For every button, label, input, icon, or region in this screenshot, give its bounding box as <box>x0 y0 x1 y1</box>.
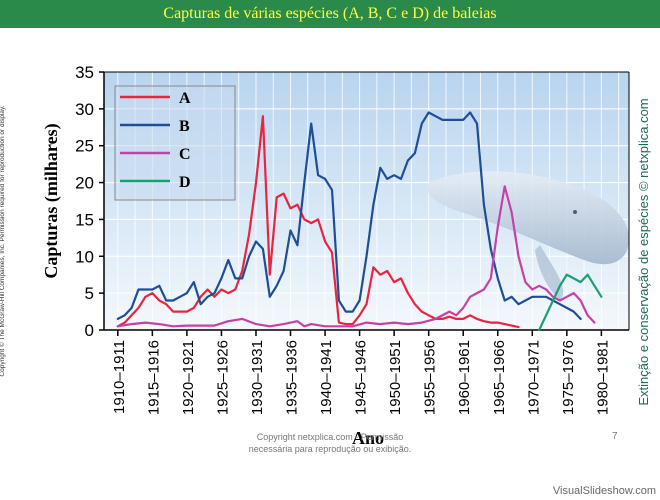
y-tick-label: 30 <box>75 100 94 119</box>
series-line-A <box>116 115 520 329</box>
y-tick-labels: 0 5 10 15 20 25 30 35 <box>75 63 104 340</box>
series-line-C <box>116 185 596 328</box>
x-tick-label: 1945–1946 <box>353 340 370 415</box>
slide-title: Capturas de várias espécies (A, B, C e D… <box>163 5 497 22</box>
legend-label-D: D <box>179 174 191 191</box>
page-number: 7 <box>612 431 618 442</box>
x-tick-label: 1920–1921 <box>180 340 197 415</box>
legend-label-A: A <box>179 90 191 107</box>
y-tick-label: 15 <box>75 210 94 229</box>
series-line-B <box>116 111 582 320</box>
x-tick-label: 1970–1971 <box>525 340 542 415</box>
legend-label-B: B <box>179 118 190 135</box>
x-tick-label: 1915–1916 <box>145 340 162 415</box>
x-tick-label: 1935–1936 <box>284 340 301 415</box>
x-tick-label: 1950–1951 <box>387 340 404 415</box>
whale-illustration <box>425 171 630 300</box>
y-tick-label: 0 <box>85 321 94 340</box>
x-tick-label: 1955–1956 <box>422 340 439 415</box>
x-tick-label: 1910–1911 <box>111 340 128 414</box>
x-tick-label: 1940–1941 <box>318 340 335 415</box>
y-tick-label: 25 <box>75 137 94 156</box>
x-tick-label: 1925–1926 <box>214 340 231 415</box>
x-tick-label: 1960–1961 <box>456 340 473 415</box>
legend-box <box>114 85 236 201</box>
x-tick-label: 1975–1976 <box>560 340 577 415</box>
x-tick-label: 1980–1981 <box>594 340 611 415</box>
y-tick-label: 5 <box>85 284 94 303</box>
y-tick-label: 20 <box>75 174 94 193</box>
y-tick-label: 35 <box>75 63 94 82</box>
series-lines <box>116 111 603 332</box>
axes <box>103 71 630 331</box>
x-tick-label: 1930–1931 <box>249 340 266 415</box>
watermark: VisualSlideshow.com <box>552 485 656 497</box>
footer-line-1: Copyright netxplica.com - Permissão <box>256 432 404 442</box>
footer-line-2: necessária para reprodução ou exibição. <box>248 444 412 454</box>
x-tick-label: 1965–1966 <box>491 340 508 415</box>
title-bar <box>0 0 660 28</box>
legend-label-C: C <box>179 146 191 163</box>
x-tick-labels: 1910–1911 1915–1916 1920–1921 1925–1926 1930… <box>111 330 611 415</box>
x-axis-label: Ano <box>352 428 384 448</box>
series-line-D <box>538 273 603 332</box>
y-axis-label: Capturas (milhares) <box>41 123 62 278</box>
y-tick-label: 10 <box>75 247 94 266</box>
footer-copyright: Copyright netxplica.com - Permissão nece… <box>225 431 435 455</box>
